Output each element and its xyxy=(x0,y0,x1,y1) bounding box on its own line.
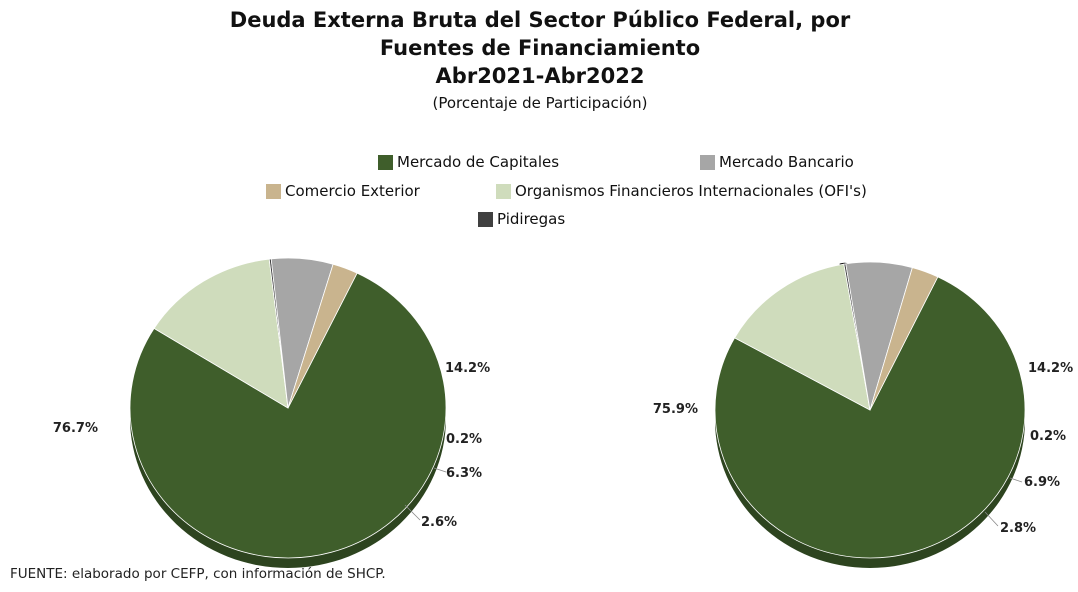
pie-slice-mercado-de-capitales xyxy=(129,272,447,559)
chart-subtitle: (Porcentaje de Participación) xyxy=(432,94,648,112)
legend-label: Mercado Bancario xyxy=(719,153,854,171)
pie-slice-comercio-exterior xyxy=(287,263,358,409)
chart-title-line-3: Abr2021-Abr2022 xyxy=(435,64,645,88)
legend-swatch xyxy=(478,211,493,227)
chart-title-line-1: Deuda Externa Bruta del Sector Público F… xyxy=(229,8,851,32)
legend-item-ofis: Organismos Financieros Internacionales (… xyxy=(496,181,867,201)
data-label-comercio-exterior: 2.8% xyxy=(1000,521,1036,536)
legend-label: Pidiregas xyxy=(497,210,566,228)
legend-item-comercio-exterior: Comercio Exterior xyxy=(266,181,420,201)
legend-label: Comercio Exterior xyxy=(285,182,420,200)
data-label-pidiregas: 0.2% xyxy=(1030,429,1066,444)
data-label-pidiregas: 0.2% xyxy=(446,432,482,447)
pie-slice-organismos-financieros-internacionales-ofi-s- xyxy=(153,258,289,409)
legend-item-pidiregas: Pidiregas xyxy=(478,209,565,229)
source-note: FUENTE: elaborado por CEFP, con informac… xyxy=(10,566,386,582)
legend-label: Mercado de Capitales xyxy=(397,153,560,171)
data-label-comercio-exterior: 2.6% xyxy=(421,515,457,530)
legend-label: Organismos Financieros Internacionales (… xyxy=(515,182,867,200)
legend-swatch xyxy=(378,154,393,170)
data-label-organismos-financieros-internacionales-ofi-s-: 14.2% xyxy=(1028,361,1073,376)
chart-title-line-2: Fuentes de Financiamiento xyxy=(379,36,701,60)
data-label-mercado-de-capitales: 75.9% xyxy=(653,402,698,417)
legend-swatch xyxy=(266,183,281,199)
data-label-mercado-bancario: 6.9% xyxy=(1024,475,1060,490)
legend-swatch xyxy=(700,154,715,170)
pie-slice-mercado-de-capitales xyxy=(714,276,1026,559)
legend-item-mercado-bancario: Mercado Bancario xyxy=(700,152,854,172)
label-leader-line xyxy=(1009,477,1023,483)
label-leader-line xyxy=(404,504,421,521)
data-label-mercado-bancario: 6.3% xyxy=(446,466,482,481)
legend-item-mercado-de-capitales: Mercado de Capitales xyxy=(378,152,559,172)
data-label-mercado-de-capitales: 76.7% xyxy=(53,421,98,436)
label-leader-line xyxy=(433,467,447,473)
label-leader-line xyxy=(984,511,999,527)
pie-slice-organismos-financieros-internacionales-ofi-s- xyxy=(734,263,871,411)
pie-slice-comercio-exterior xyxy=(869,267,939,411)
data-label-organismos-financieros-internacionales-ofi-s-: 14.2% xyxy=(445,361,490,376)
legend-swatch xyxy=(496,183,511,199)
pie-2021: 76.7% 14.2% 0.2% 6.3% 2.6% xyxy=(53,257,490,568)
pie-2022: 75.9% 14.2% 0.2% 6.9% 2.8% xyxy=(653,261,1073,568)
